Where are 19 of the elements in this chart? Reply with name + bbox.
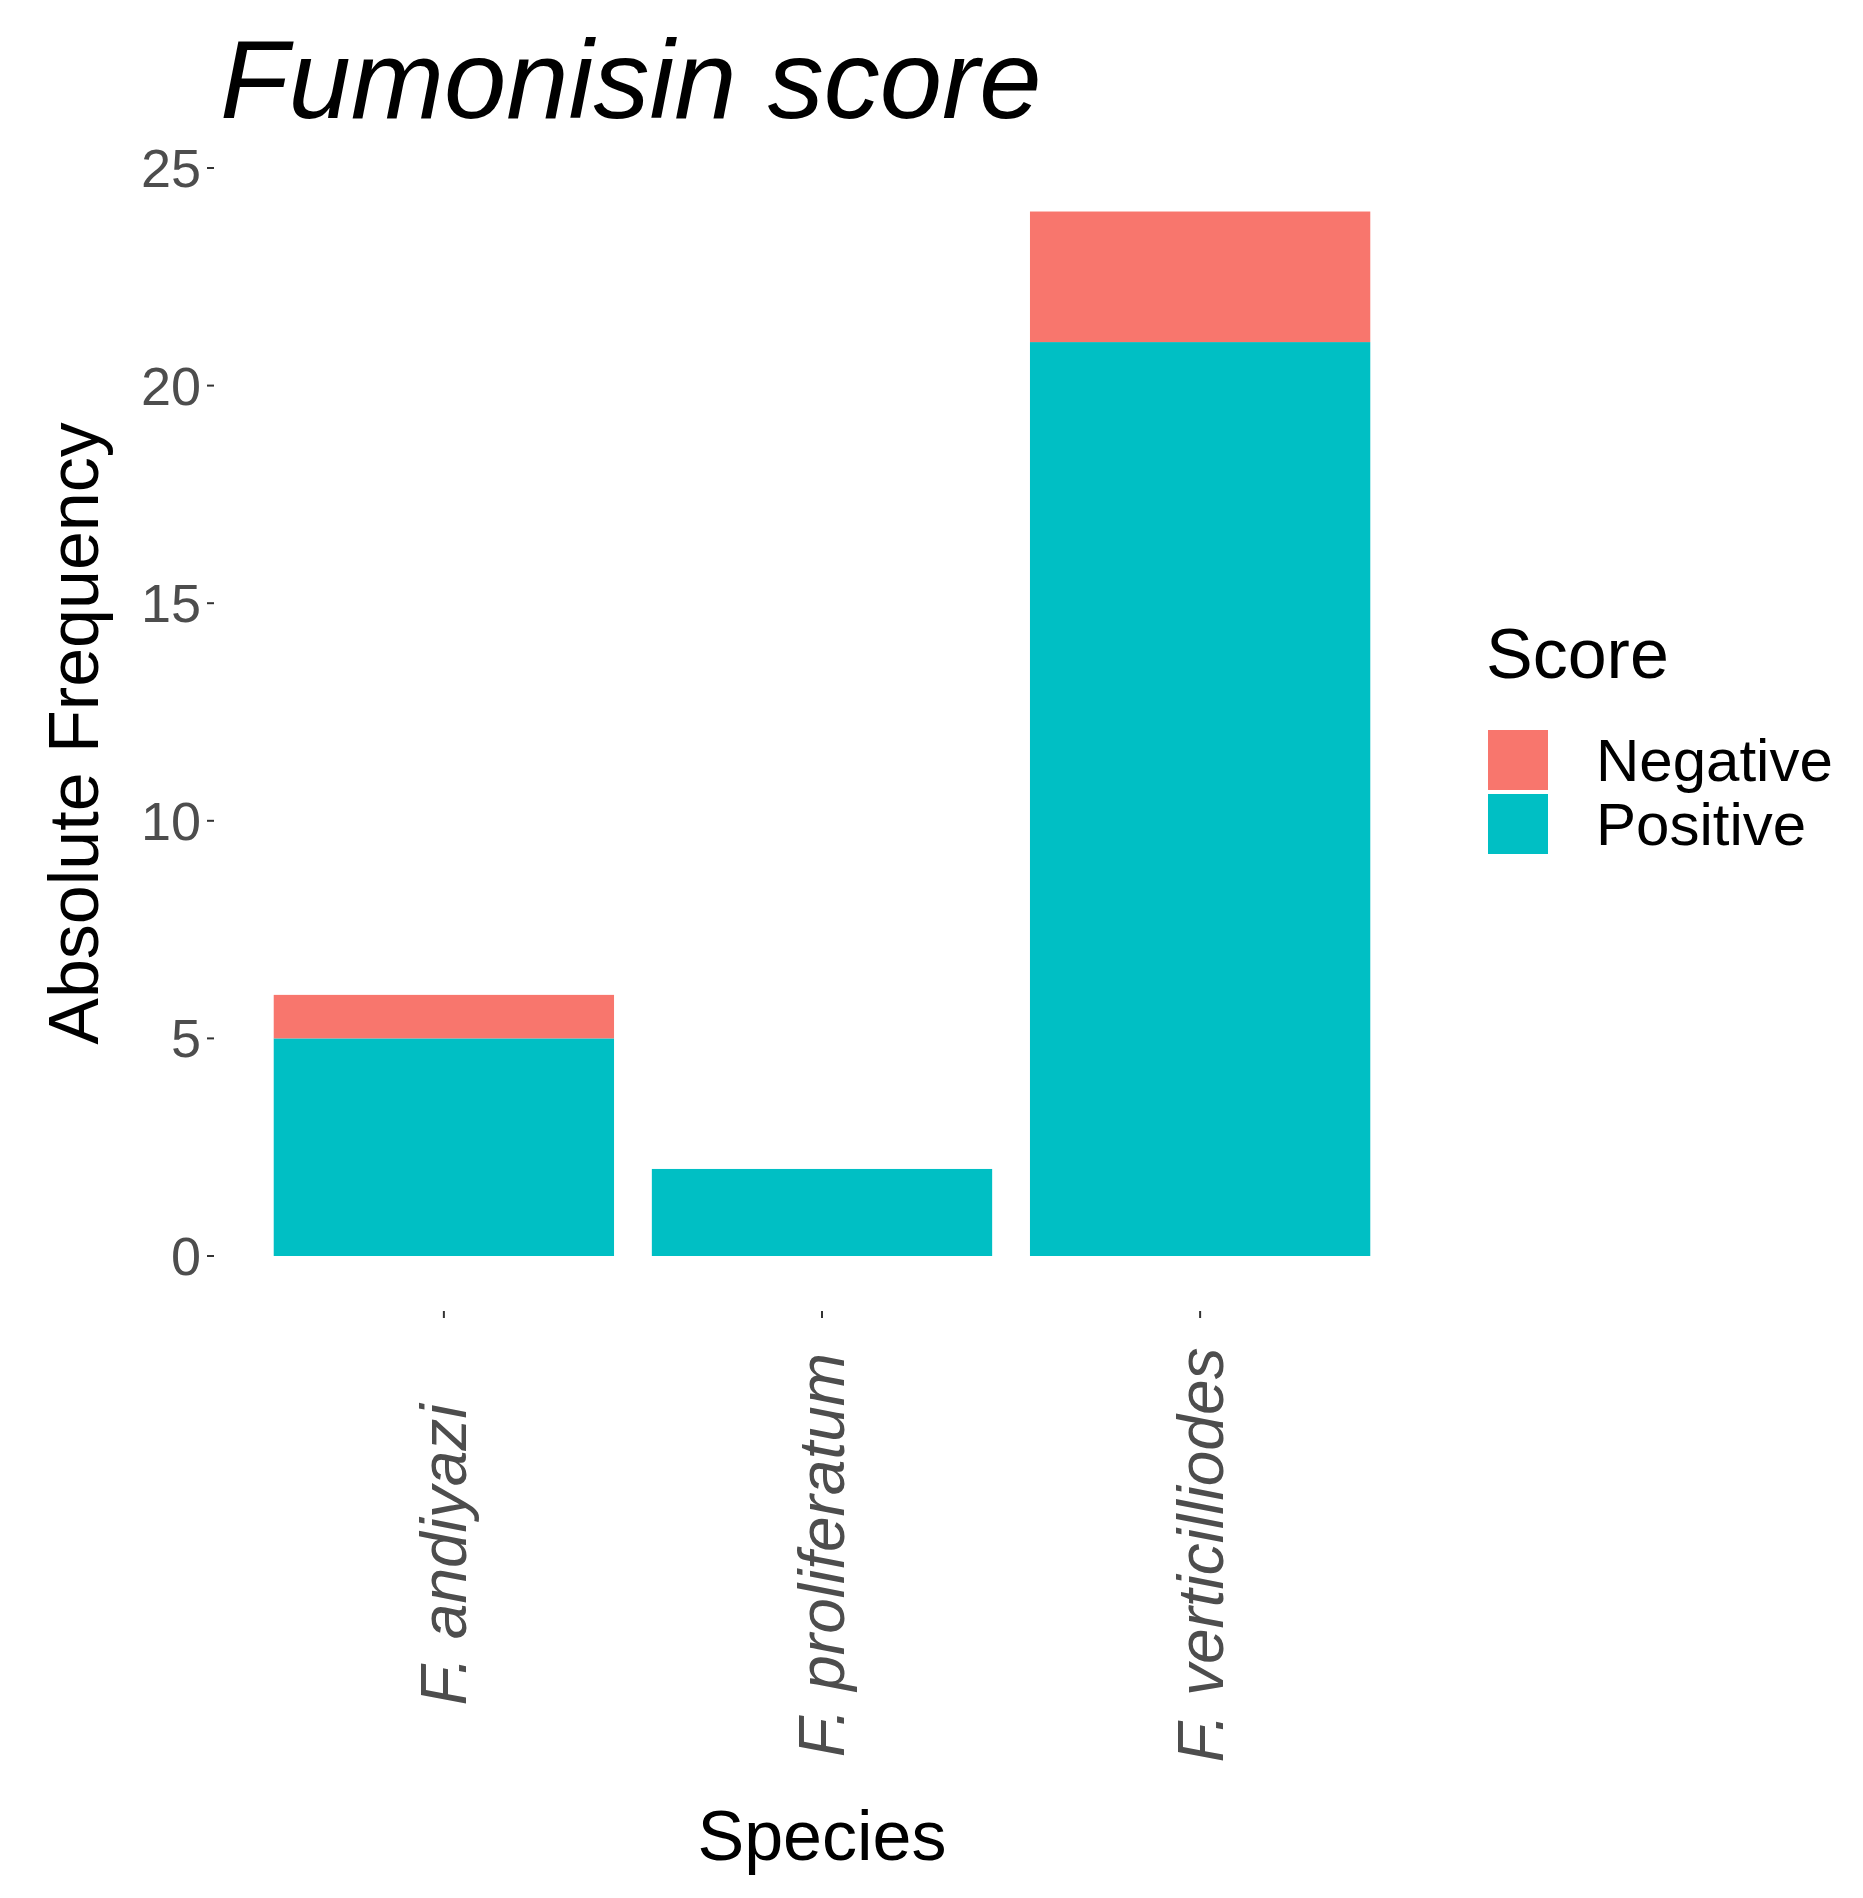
- bar: [1029, 211, 1371, 343]
- legend-title: Score: [1486, 615, 1669, 693]
- y-tick-label: 10: [140, 790, 201, 851]
- chart-title: Fumonisin score: [220, 17, 1042, 142]
- bar: [651, 1168, 993, 1256]
- x-axis-title: Species: [697, 1797, 947, 1875]
- y-tick-label: 25: [140, 137, 201, 198]
- bar: [273, 994, 615, 1039]
- bar: [1029, 342, 1371, 1256]
- x-tick-label: F. verticilliodes: [1164, 1347, 1237, 1763]
- y-axis-title: Absolute Frequency: [35, 422, 113, 1045]
- legend-label: Negative: [1596, 727, 1833, 794]
- y-tick-label: 0: [170, 1225, 201, 1286]
- y-tick-label: 15: [140, 573, 201, 634]
- x-tick-label: F. andiyazi: [408, 1402, 481, 1706]
- y-tick-label: 5: [170, 1008, 201, 1069]
- y-tick-label: 20: [140, 355, 201, 416]
- x-tick-label: F. proliferatum: [786, 1352, 859, 1758]
- bar: [273, 1038, 615, 1256]
